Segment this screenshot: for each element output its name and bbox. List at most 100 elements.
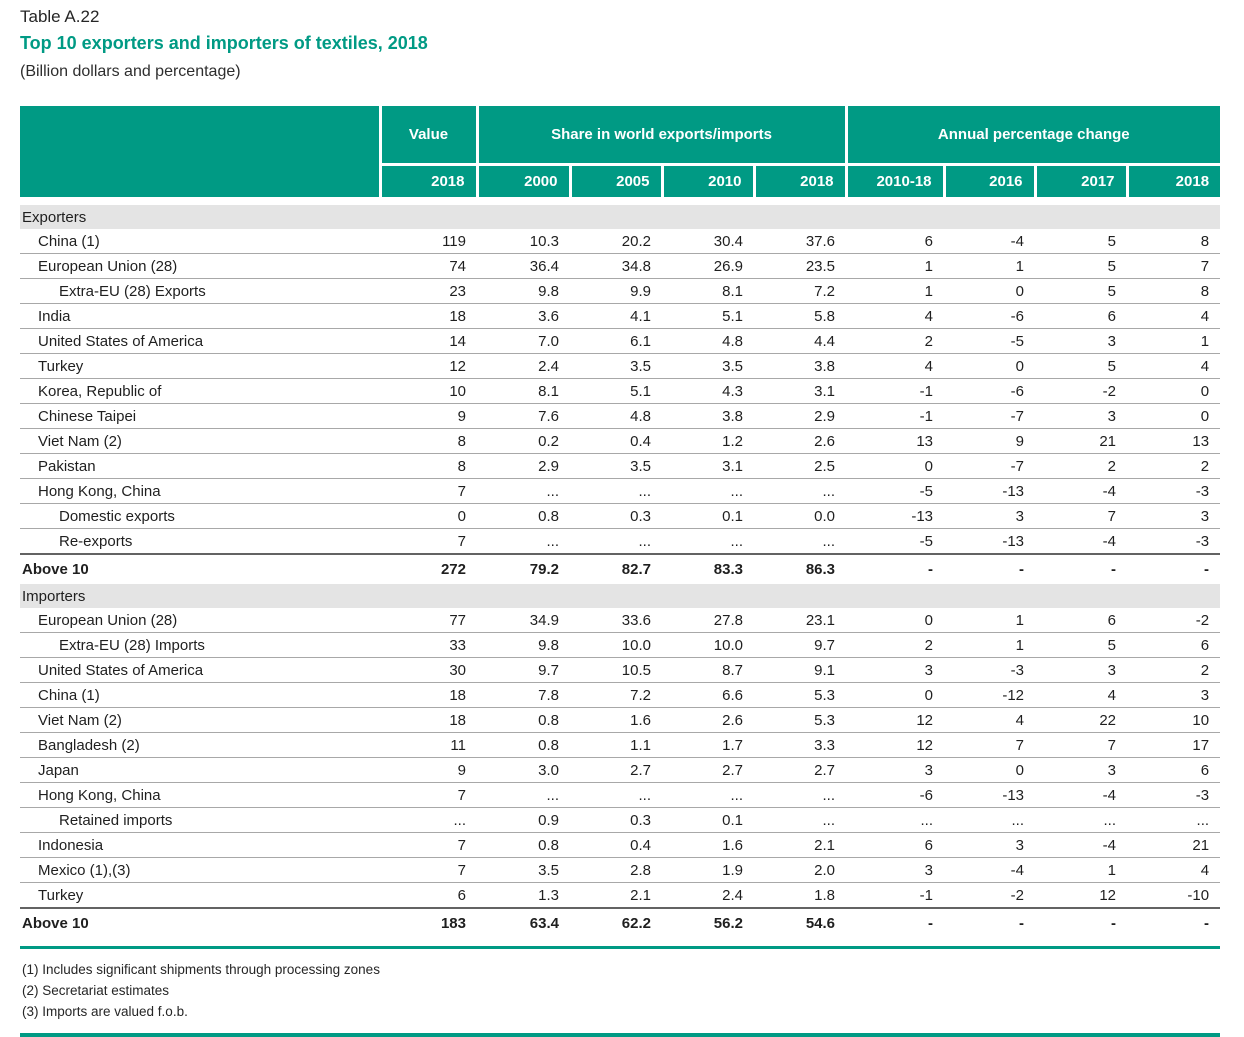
cell: -4 [1035, 832, 1128, 858]
table-row: Re-exports 7............ -5 -13 -4 -3 [20, 528, 1221, 555]
cell: 22 [1035, 707, 1128, 733]
cell: ... [380, 807, 477, 833]
row-label: European Union (28) [20, 253, 380, 279]
cell: 4 [1127, 857, 1221, 883]
cell: 3.3 [754, 732, 847, 758]
cell: 7.0 [477, 328, 570, 354]
total-row: Above 10 183 63.4 62.2 56.2 54.6- - - - [20, 907, 1221, 938]
cell: 1 [1127, 328, 1221, 354]
cell: 2.8 [570, 857, 662, 883]
cell: -7 [944, 453, 1036, 479]
cell: 3.1 [754, 378, 847, 404]
cell: 7 [380, 832, 477, 858]
cell: ... [477, 782, 570, 808]
cell: 7 [380, 528, 477, 555]
cell: 8 [380, 428, 477, 454]
cell: -4 [1035, 782, 1128, 808]
cell: 0.2 [477, 428, 570, 454]
row-label: Hong Kong, China [20, 478, 380, 504]
col-header-change-2016: 2016 [942, 163, 1036, 197]
cell: -4 [944, 857, 1036, 883]
cell: 3.8 [662, 403, 754, 429]
cell: -1 [846, 378, 945, 404]
cell: 12 [846, 732, 945, 758]
cell: 6 [1035, 303, 1128, 329]
cell: 27.8 [662, 608, 754, 633]
cell: 0 [1127, 378, 1221, 404]
cell: -2 [944, 882, 1036, 909]
header-group-row: Value Share in world exports/imports Ann… [20, 106, 1221, 197]
cell: -5 [846, 478, 945, 504]
cell: -13 [846, 503, 945, 529]
cell: 33.6 [570, 608, 662, 633]
cell: 8 [380, 453, 477, 479]
cell: -3 [1127, 478, 1221, 504]
row-label: Hong Kong, China [20, 782, 380, 808]
table-row: United States of America 30 9.7 10.5 8.7 9.1 3… [20, 657, 1221, 683]
cell: ... [754, 478, 847, 504]
cell: ... [944, 807, 1036, 833]
cell: 8.1 [477, 378, 570, 404]
cell: -4 [1035, 528, 1128, 555]
total-cell: - [944, 907, 1036, 938]
row-label: United States of America [20, 657, 380, 683]
footnotes: (1) Includes significant shipments throu… [20, 949, 1220, 1022]
cell: 7 [1035, 732, 1128, 758]
cell: 3 [1035, 757, 1128, 783]
total-cell: 54.6 [754, 907, 847, 938]
cell: 3 [1035, 328, 1128, 354]
cell: 9 [380, 403, 477, 429]
cell: 2.5 [754, 453, 847, 479]
cell: 12 [1035, 882, 1128, 909]
cell: ... [662, 782, 754, 808]
section-row: Exporters [20, 205, 1221, 229]
table-row: China (1) 119 10.3 20.2 30.4 37.6 6 -4 5 8 [20, 229, 1221, 254]
cell: 2 [846, 632, 945, 658]
cell: 9.7 [477, 657, 570, 683]
cell: 4 [846, 353, 945, 379]
table-row: Retained imports... 0.9 0.3 0.1............… [20, 807, 1221, 833]
cell: 4.8 [570, 403, 662, 429]
table-row: Hong Kong, China 7............ -5 -13 -4 -3 [20, 478, 1221, 504]
cell: 2.6 [754, 428, 847, 454]
cell: ... [570, 478, 662, 504]
cell: 5.1 [570, 378, 662, 404]
cell: 10.3 [477, 229, 570, 254]
cell: 77 [380, 608, 477, 633]
cell: -2 [1035, 378, 1128, 404]
col-header-share-2018: 2018 [752, 163, 847, 197]
cell: -6 [846, 782, 945, 808]
cell: 3 [846, 857, 945, 883]
total-cell: - [1035, 553, 1128, 584]
section-header: Exporters [20, 205, 1221, 229]
total-cell: 62.2 [570, 907, 662, 938]
cell: 9 [944, 428, 1036, 454]
section-row: Importers [20, 584, 1221, 608]
cell: 3 [846, 657, 945, 683]
cell: 21 [1127, 832, 1221, 858]
cell: 0 [380, 503, 477, 529]
cell: 14 [380, 328, 477, 354]
cell: -3 [1127, 782, 1221, 808]
cell: 6 [1127, 757, 1221, 783]
cell: 9.7 [754, 632, 847, 658]
cell: 4 [944, 707, 1036, 733]
cell: 13 [846, 428, 945, 454]
cell: 3 [1127, 682, 1221, 708]
table-row: Turkey 6 1.3 2.1 2.4 1.8 -1 -2 12 -10 [20, 882, 1221, 909]
cell: 1 [846, 278, 945, 304]
table-row: European Union (28) 74 36.4 34.8 26.9 23.5 1 1 5… [20, 253, 1221, 279]
total-cell: 63.4 [477, 907, 570, 938]
table-row: Hong Kong, China 7............ -6 -13 -4 -3 [20, 782, 1221, 808]
col-header-share-2005: 2005 [568, 163, 662, 197]
table-row: Extra-EU (28) Imports 33 9.8 10.0 10.0 9.7 2 1 5… [20, 632, 1221, 658]
cell: 2.4 [477, 353, 570, 379]
total-cell: 86.3 [754, 553, 847, 584]
cell: 2 [846, 328, 945, 354]
total-label: Above 10 [20, 907, 380, 938]
cell: 18 [380, 707, 477, 733]
total-cell: 272 [380, 553, 477, 584]
header-body-gap [20, 197, 1221, 205]
col-header-share-2000: 2000 [475, 163, 570, 197]
cell: 12 [846, 707, 945, 733]
